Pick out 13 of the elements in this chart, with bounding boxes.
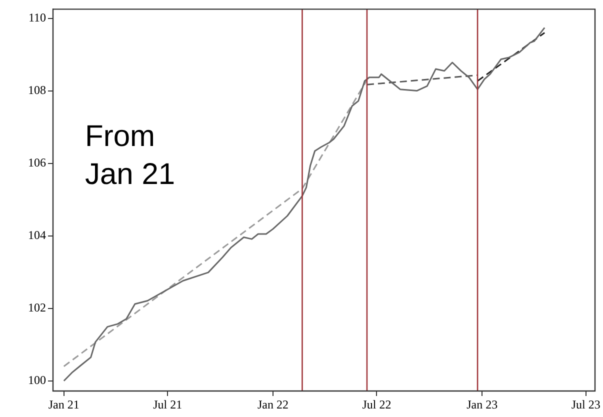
y-tick-label: 110 [28,10,46,24]
y-tick-label: 100 [28,373,46,388]
y-tick-label: 104 [28,228,46,242]
y-tick-label: 106 [28,155,46,170]
x-tick-label: Jul 23 [571,397,600,412]
annotation: From Jan 21 [85,119,176,193]
x-tick-label: Jul 22 [362,397,392,412]
y-tick-label: 102 [28,300,46,314]
y-tick-label: 108 [28,82,46,97]
x-tick-label: Jan 23 [466,397,498,412]
x-tick-label: Jul 21 [153,397,182,412]
x-tick-label: Jan 22 [258,397,289,412]
x-tick-label: Jan 21 [48,397,80,412]
